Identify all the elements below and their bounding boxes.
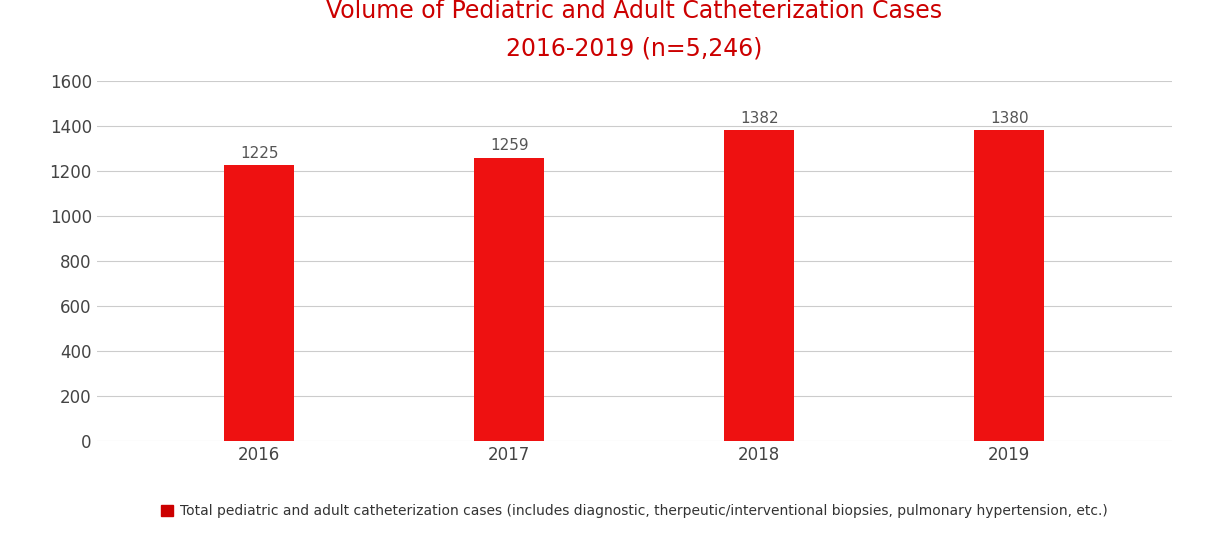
Bar xyxy=(725,130,794,441)
Text: 1382: 1382 xyxy=(741,111,778,126)
Bar xyxy=(475,158,544,441)
Text: 1380: 1380 xyxy=(989,111,1028,126)
Legend: Total pediatric and adult catheterization cases (includes diagnostic, therpeutic: Total pediatric and adult catheterizatio… xyxy=(155,499,1114,523)
Text: 1225: 1225 xyxy=(240,146,278,161)
Bar xyxy=(225,165,295,441)
Bar xyxy=(974,130,1044,441)
Text: 1259: 1259 xyxy=(490,138,528,153)
Title: Volume of Pediatric and Adult Catheterization Cases
2016-2019 (n=5,246): Volume of Pediatric and Adult Catheteriz… xyxy=(326,0,942,61)
